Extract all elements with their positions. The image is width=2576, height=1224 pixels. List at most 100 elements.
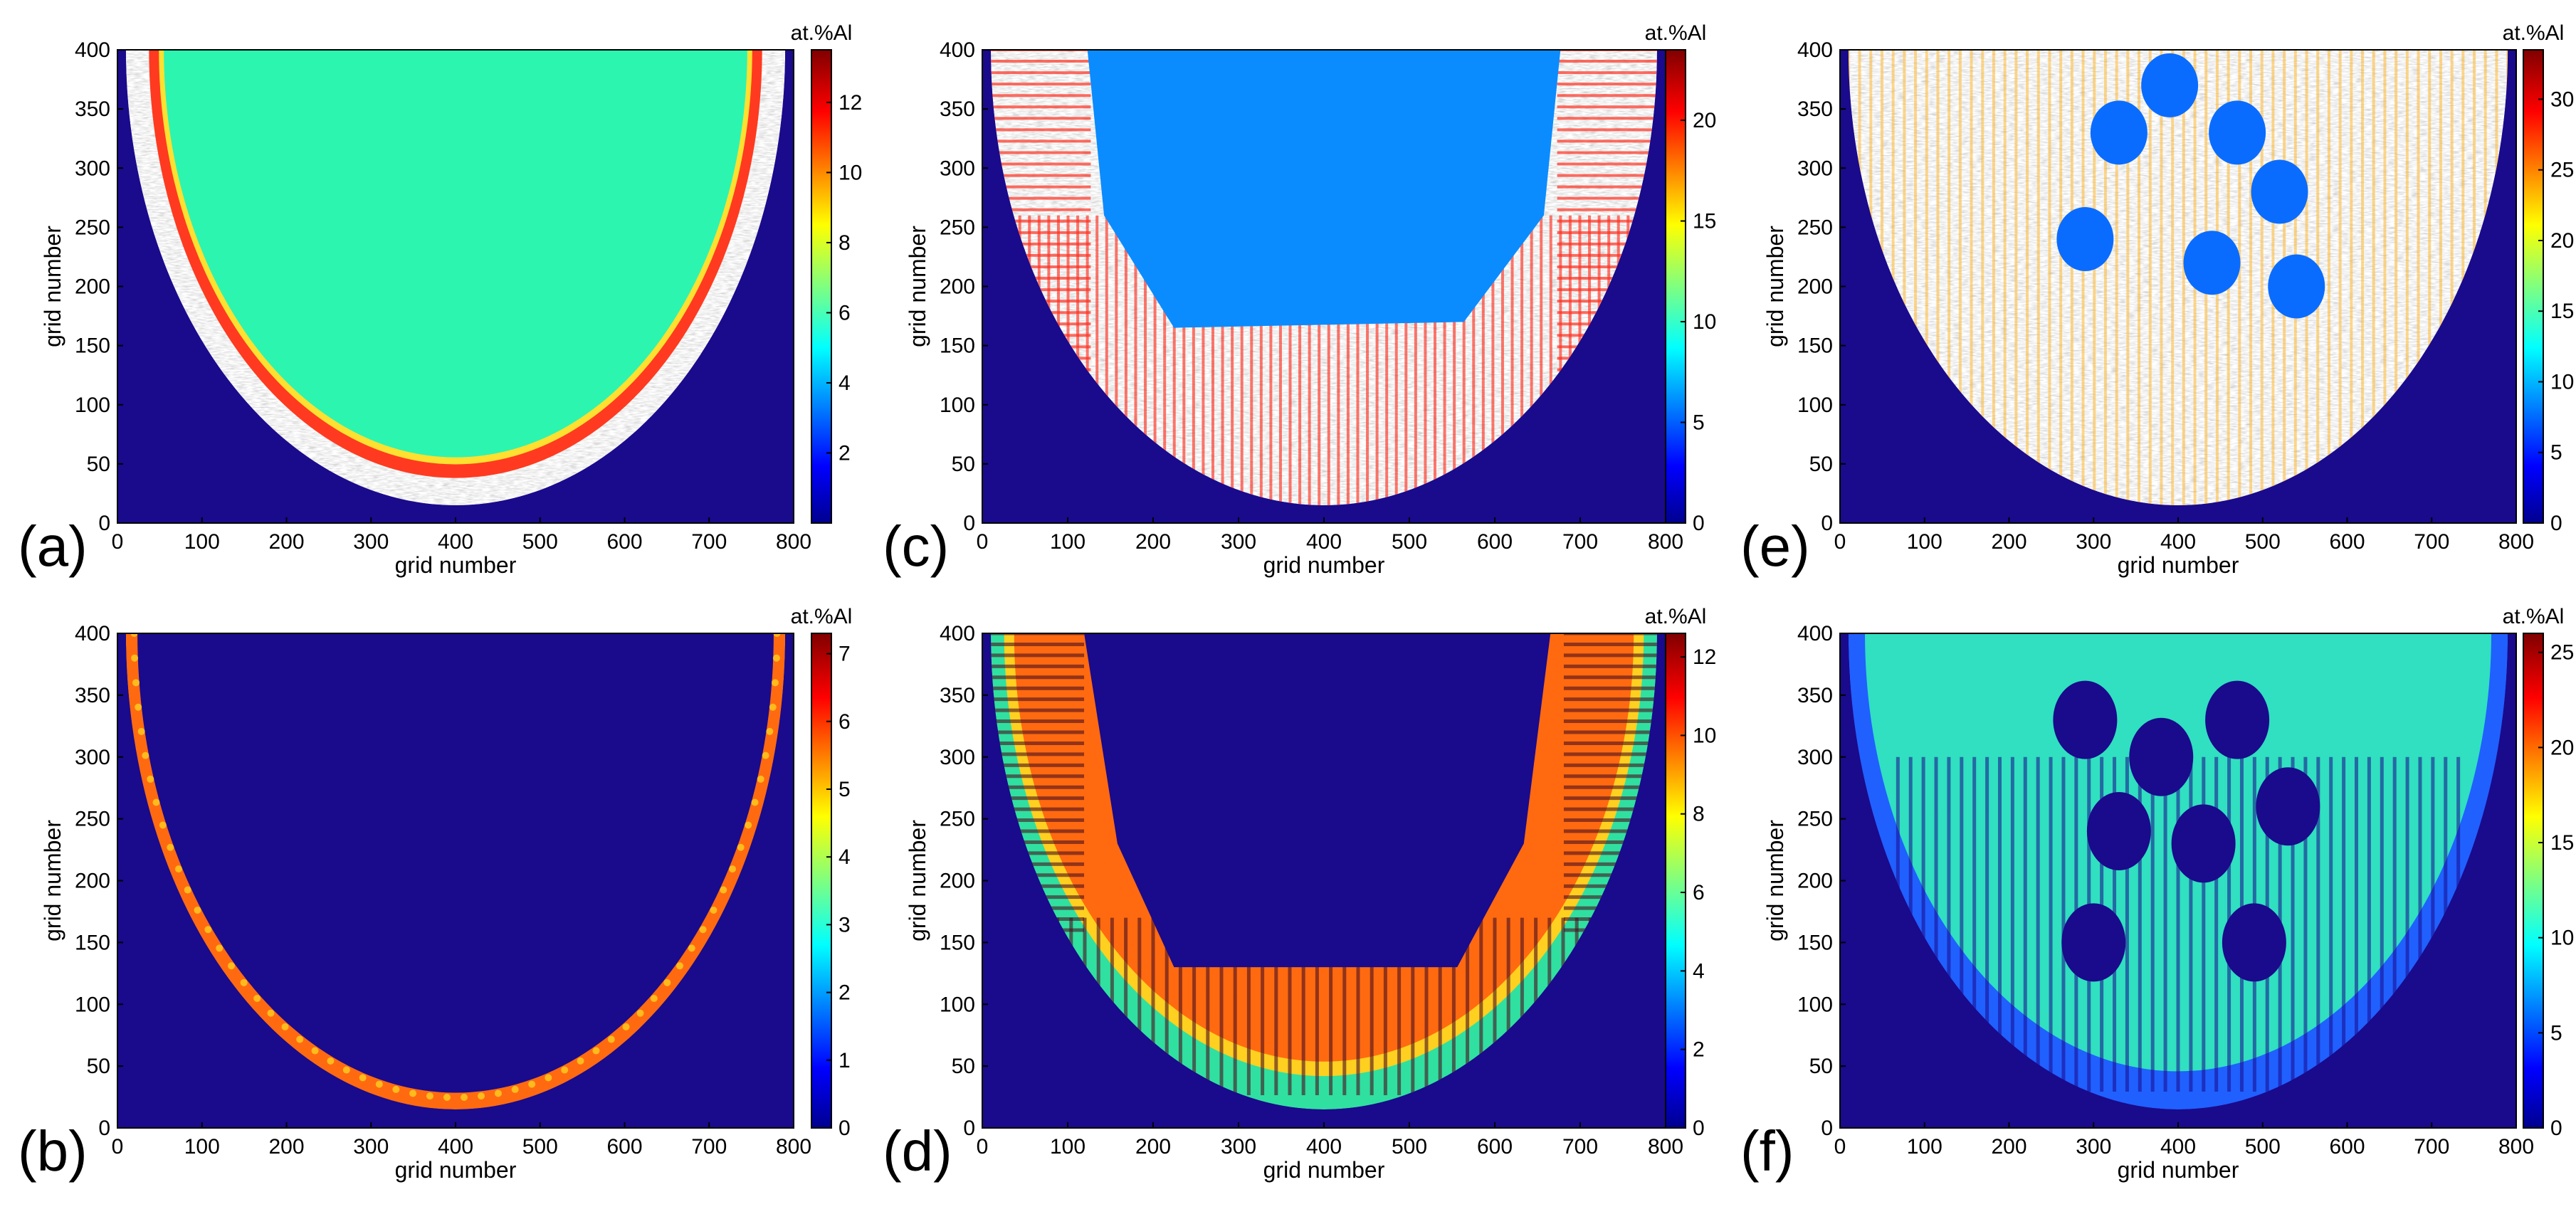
x-tick-label: 0 [1834, 530, 1846, 554]
y-tick-label: 200 [1797, 275, 1833, 299]
colorbar-tick-label: 20 [2550, 736, 2574, 759]
y-tick-label: 150 [940, 334, 975, 358]
y-tick-label: 100 [940, 993, 975, 1016]
panel-d: 0 100 200 300 400 500 600 700 800050100150200250… [883, 605, 1716, 1183]
y-tick-label: 50 [1809, 453, 1833, 476]
colorbar-tick-label: 15 [2550, 831, 2574, 855]
colorbar-tick-label: 6 [838, 710, 851, 734]
panel-f: 0 100 200 300 400 500 600 700 800050100150200250… [1740, 605, 2574, 1183]
colorbar-tick-label: 0 [2550, 512, 2562, 535]
y-tick-label: 250 [75, 808, 110, 831]
y-tick-label: 150 [75, 334, 110, 358]
y-tick-label: 350 [1797, 97, 1833, 121]
y-tick-label: 200 [940, 275, 975, 299]
panel-label: (b) [18, 1119, 88, 1183]
colorbar-tick-label: 10 [1693, 724, 1716, 747]
colorbar-tick-label: 6 [1693, 881, 1705, 904]
colorbar-tick-label: 4 [1693, 959, 1705, 983]
y-tick-label: 0 [963, 1117, 975, 1140]
x-tick-label: 0 [1834, 1135, 1846, 1159]
y-axis-label: grid number [1762, 820, 1788, 941]
x-tick-label: 700 [2414, 1135, 2449, 1159]
colorbar-tick-label: 5 [2550, 1021, 2562, 1045]
colorbar [2523, 633, 2544, 1129]
colorbar-title: at.%Al [1645, 605, 1707, 628]
x-tick-label: 600 [2329, 1135, 2365, 1159]
x-tick-label: 0 [112, 1135, 124, 1159]
x-tick-label: 600 [606, 530, 642, 554]
colorbar-title: at.%Al [1645, 21, 1707, 45]
y-tick-label: 300 [75, 157, 110, 180]
colorbar [811, 633, 832, 1129]
melt-pool-region [1848, 633, 2508, 1109]
y-tick-label: 350 [1797, 684, 1833, 707]
y-tick-label: 350 [940, 684, 975, 707]
x-tick-label: 0 [977, 1135, 989, 1159]
colorbar-tick-label: 4 [838, 845, 851, 869]
y-tick-label: 400 [75, 38, 110, 62]
x-axis-label: grid number [395, 1157, 517, 1183]
colorbar-tick-label: 8 [838, 231, 851, 255]
panel-label: (c) [883, 515, 949, 578]
y-axis-label: grid number [40, 226, 65, 347]
x-tick-label: 300 [1221, 1135, 1256, 1159]
y-tick-label: 400 [940, 622, 975, 645]
y-tick-label: 100 [1797, 993, 1833, 1016]
x-tick-label: 500 [2245, 1135, 2281, 1159]
y-tick-label: 200 [1797, 870, 1833, 893]
colorbar [2523, 49, 2544, 524]
x-tick-label: 700 [2414, 530, 2449, 554]
x-tick-label: 100 [1907, 1135, 1942, 1159]
x-tick-label: 500 [2245, 530, 2281, 554]
colorbar-tick-label: 20 [1693, 109, 1716, 132]
colorbar-tick-label: 7 [838, 643, 851, 666]
panel-c: 0 100 200 300 400 500 600 700 800050100150200250… [883, 21, 1716, 578]
y-tick-label: 200 [940, 870, 975, 893]
colorbar-tick-label: 0 [1693, 512, 1705, 535]
colorbar-title: at.%Al [2503, 21, 2565, 45]
panel-a: 0 100 200 300 400 500 600 700 800 0 50 100 150 200 250… [18, 21, 862, 578]
x-tick-label: 400 [438, 530, 473, 554]
y-axis-label: grid number [905, 820, 930, 941]
colorbar-tick-label: 8 [1693, 803, 1705, 826]
y-tick-label: 200 [75, 870, 110, 893]
y-tick-label: 0 [98, 512, 110, 535]
x-axis-label: grid number [395, 552, 517, 578]
y-tick-label: 250 [940, 808, 975, 831]
x-tick-label: 300 [353, 1135, 389, 1159]
y-tick-label: 400 [1797, 38, 1833, 62]
y-tick-label: 150 [940, 931, 975, 954]
y-tick-label: 300 [1797, 157, 1833, 180]
x-tick-label: 600 [606, 1135, 642, 1159]
x-tick-label: 800 [776, 530, 811, 554]
colorbar-tick-label: 2 [838, 441, 851, 465]
x-tick-label: 0 [112, 530, 124, 554]
x-tick-label: 400 [438, 1135, 473, 1159]
x-tick-label: 600 [1477, 530, 1513, 554]
x-tick-label: 400 [1306, 530, 1342, 554]
colorbar-tick-label: 6 [838, 301, 851, 325]
melt-pool-region [125, 633, 786, 1109]
colorbar-tick-label: 10 [2550, 370, 2574, 394]
x-tick-label: 200 [268, 530, 304, 554]
x-tick-label: 800 [1648, 530, 1683, 554]
x-tick-label: 400 [2160, 1135, 2196, 1159]
y-tick-label: 250 [75, 216, 110, 239]
x-tick-label: 0 [977, 530, 989, 554]
x-tick-label: 200 [1991, 530, 2026, 554]
y-tick-label: 350 [940, 97, 975, 121]
colorbar-tick-label: 15 [1693, 210, 1716, 233]
colorbar-title: at.%Al [791, 21, 853, 45]
x-tick-label: 500 [522, 1135, 558, 1159]
colorbar-title: at.%Al [791, 605, 853, 628]
colorbar-tick-label: 5 [838, 778, 851, 801]
x-tick-label: 100 [1050, 530, 1085, 554]
y-tick-label: 50 [87, 453, 110, 476]
colorbar [811, 49, 832, 524]
y-tick-label: 50 [952, 1055, 975, 1078]
x-tick-label: 100 [1907, 530, 1942, 554]
colorbar-tick-label: 20 [2550, 229, 2574, 253]
colorbar-tick-label: 0 [838, 1117, 851, 1140]
colorbar-tick-label: 5 [2550, 441, 2562, 465]
